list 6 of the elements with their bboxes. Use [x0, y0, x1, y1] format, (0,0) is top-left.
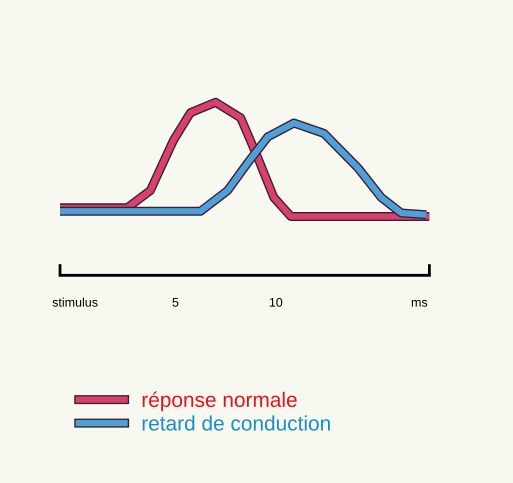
x-tick-label: stimulus — [52, 298, 98, 307]
x-tick-label: 5 — [172, 298, 178, 307]
legend-label: retard de conduction — [142, 415, 330, 431]
x-tick-label: ms — [412, 300, 428, 307]
x-tick-label: 10 — [270, 298, 282, 307]
legend-label: réponse normale — [142, 392, 297, 412]
